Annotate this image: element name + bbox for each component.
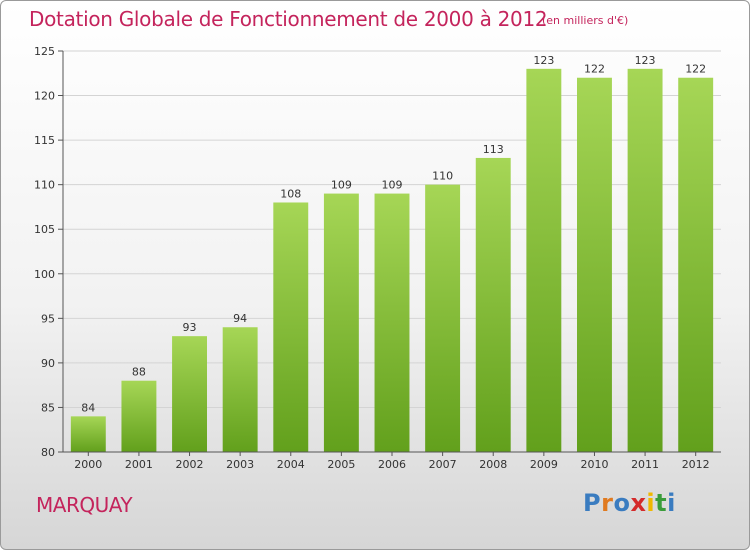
axes (58, 50, 721, 456)
logo-letter: i (646, 489, 656, 517)
x-tick-label: 2003 (226, 458, 254, 471)
x-tick-label: 2002 (176, 458, 204, 471)
x-tick-label: 2008 (479, 458, 507, 471)
x-tick-label: 2006 (378, 458, 406, 471)
y-tick-label: 90 (41, 357, 55, 370)
data-label: 110 (432, 170, 453, 183)
data-label: 94 (233, 312, 247, 325)
y-tick-label: 115 (34, 134, 55, 147)
x-tick-label: 2011 (631, 458, 659, 471)
logo-letter: o (613, 489, 631, 517)
data-label: 123 (533, 54, 554, 67)
y-tick-label: 120 (34, 90, 55, 103)
x-tick-label: 2012 (682, 458, 710, 471)
data-label: 122 (584, 63, 605, 76)
logo-letter: i (667, 489, 676, 517)
y-tick-label: 125 (34, 45, 55, 58)
data-label: 88 (132, 366, 146, 379)
bar (121, 380, 157, 452)
data-label: 123 (635, 54, 656, 67)
bar (576, 77, 612, 452)
data-label: 93 (183, 321, 197, 334)
chart-title: Dotation Globale de Fonctionnement de 20… (29, 7, 548, 31)
bar (425, 184, 461, 452)
logo-letter: r (601, 489, 614, 517)
data-label: 84 (81, 401, 95, 414)
x-tick-label: 2000 (74, 458, 102, 471)
bar (475, 157, 511, 452)
x-tick-label: 2009 (530, 458, 558, 471)
y-tick-label: 95 (41, 312, 55, 325)
commune-name: MARQUAY (36, 493, 133, 517)
labels: 80 85 90 95 100 105 110 115 120 125 84 2000 88 2001 93… (34, 45, 710, 471)
logo-letter: P (583, 489, 602, 517)
bar (222, 327, 258, 452)
data-label: 109 (331, 179, 352, 192)
y-tick-label: 100 (34, 268, 55, 281)
data-label: 113 (483, 143, 504, 156)
x-tick-label: 2005 (327, 458, 355, 471)
bar (678, 77, 714, 452)
x-tick-label: 2004 (277, 458, 305, 471)
y-tick-label: 110 (34, 179, 55, 192)
y-tick-label: 85 (41, 401, 55, 414)
bar (627, 68, 663, 453)
logo-letter: x (630, 489, 647, 517)
x-tick-label: 2001 (125, 458, 153, 471)
bar (273, 202, 309, 452)
bar (70, 416, 106, 452)
bar (526, 68, 562, 453)
bar (323, 193, 359, 453)
data-label: 109 (382, 179, 403, 192)
y-tick-label: 105 (34, 223, 55, 236)
proxiti-logo: Proxiti (583, 489, 676, 517)
x-tick-label: 2010 (580, 458, 608, 471)
y-tick-label: 80 (41, 446, 55, 459)
bar (374, 193, 410, 453)
data-label: 108 (280, 187, 301, 200)
data-label: 122 (685, 63, 706, 76)
bars (70, 68, 714, 453)
bar (172, 336, 208, 452)
chart-subtitle: (en milliers d'€) (542, 14, 629, 27)
logo-letter: t (655, 489, 668, 517)
x-tick-label: 2007 (429, 458, 457, 471)
